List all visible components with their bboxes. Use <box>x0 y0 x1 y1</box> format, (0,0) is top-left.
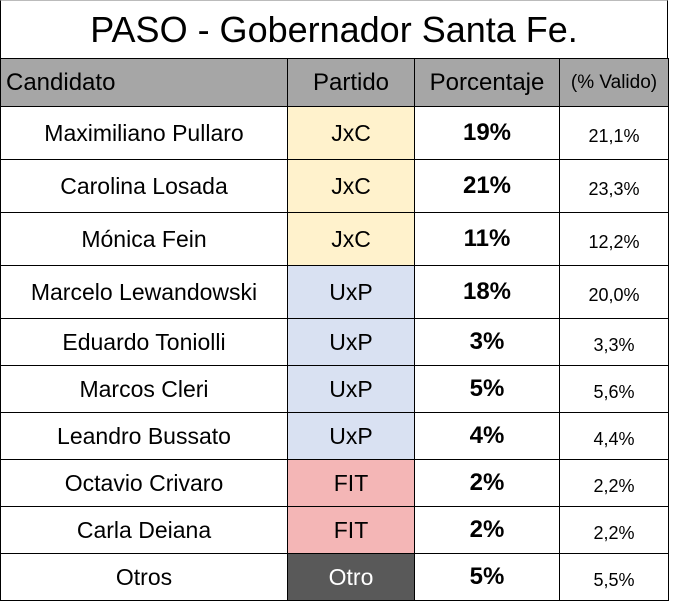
table-row: Mónica Fein JxC 11% 12,2% <box>0 212 669 266</box>
table-row: Octavio Crivaro FIT 2% 2,2% <box>0 459 669 507</box>
cell-partido: Otro <box>287 553 415 601</box>
cell-valido: 5,6% <box>559 365 669 413</box>
cell-candidato: Carla Deiana <box>0 506 288 554</box>
table-body: Maximiliano Pullaro JxC 19% 21,1% Carolina L… <box>0 106 669 601</box>
table-title: PASO - Gobernador Santa Fe. <box>0 0 668 58</box>
cell-partido: FIT <box>287 459 415 507</box>
cell-valido: 4,4% <box>559 412 669 460</box>
table-row: Otros Otro 5% 5,5% <box>0 553 669 601</box>
table-row: Carla Deiana FIT 2% 2,2% <box>0 506 669 554</box>
table-row: Marcelo Lewandowski UxP 18% 20,0% <box>0 265 669 319</box>
cell-partido: JxC <box>287 212 415 266</box>
results-table: Candidato Partido Porcentaje (% Valido) … <box>0 58 669 601</box>
cell-porcentaje: 5% <box>414 553 560 601</box>
table-row: Eduardo Toniolli UxP 3% 3,3% <box>0 318 669 366</box>
cell-porcentaje: 4% <box>414 412 560 460</box>
cell-partido: UxP <box>287 318 415 366</box>
cell-porcentaje: 19% <box>414 106 560 160</box>
header-candidato: Candidato <box>0 58 288 107</box>
cell-porcentaje: 5% <box>414 365 560 413</box>
cell-porcentaje: 3% <box>414 318 560 366</box>
cell-valido: 20,0% <box>559 265 669 319</box>
cell-valido: 23,3% <box>559 159 669 213</box>
cell-porcentaje: 21% <box>414 159 560 213</box>
table-row: Leandro Bussato UxP 4% 4,4% <box>0 412 669 460</box>
cell-candidato: Eduardo Toniolli <box>0 318 288 366</box>
cell-valido: 2,2% <box>559 459 669 507</box>
header-valido: (% Valido) <box>559 58 669 107</box>
cell-partido: UxP <box>287 265 415 319</box>
cell-candidato: Maximiliano Pullaro <box>0 106 288 160</box>
cell-candidato: Marcelo Lewandowski <box>0 265 288 319</box>
header-row: Candidato Partido Porcentaje (% Valido) <box>0 58 669 107</box>
cell-candidato: Marcos Cleri <box>0 365 288 413</box>
cell-porcentaje: 18% <box>414 265 560 319</box>
cell-candidato: Leandro Bussato <box>0 412 288 460</box>
cell-candidato: Carolina Losada <box>0 159 288 213</box>
cell-valido: 5,5% <box>559 553 669 601</box>
cell-partido: UxP <box>287 365 415 413</box>
cell-valido: 12,2% <box>559 212 669 266</box>
cell-valido: 21,1% <box>559 106 669 160</box>
table-row: Carolina Losada JxC 21% 23,3% <box>0 159 669 213</box>
cell-porcentaje: 2% <box>414 506 560 554</box>
table-row: Maximiliano Pullaro JxC 19% 21,1% <box>0 106 669 160</box>
header-partido: Partido <box>287 58 415 107</box>
cell-partido: JxC <box>287 159 415 213</box>
header-porcentaje: Porcentaje <box>414 58 560 107</box>
cell-porcentaje: 2% <box>414 459 560 507</box>
cell-partido: FIT <box>287 506 415 554</box>
cell-candidato: Otros <box>0 553 288 601</box>
cell-porcentaje: 11% <box>414 212 560 266</box>
cell-partido: UxP <box>287 412 415 460</box>
cell-valido: 2,2% <box>559 506 669 554</box>
cell-partido: JxC <box>287 106 415 160</box>
cell-valido: 3,3% <box>559 318 669 366</box>
table-row: Marcos Cleri UxP 5% 5,6% <box>0 365 669 413</box>
cell-candidato: Octavio Crivaro <box>0 459 288 507</box>
cell-candidato: Mónica Fein <box>0 212 288 266</box>
